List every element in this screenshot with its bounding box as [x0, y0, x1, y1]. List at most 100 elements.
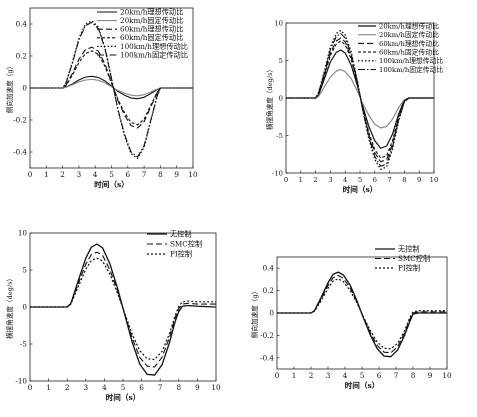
x-tick-label: 2: [309, 371, 314, 380]
x-tick-label: 9: [417, 176, 421, 184]
x-tick-label: 5: [360, 371, 365, 380]
y-tick-label: -10: [15, 377, 27, 386]
x-tick-label: 0: [275, 371, 280, 380]
x-axis-label: 时间（s）: [345, 380, 380, 390]
series-line: [277, 271, 447, 358]
y-tick-label: -0.4: [260, 353, 274, 362]
x-tick-label: 10: [188, 170, 198, 179]
y-tick-label: -5: [20, 340, 27, 349]
x-tick-label: 6: [377, 371, 382, 380]
x-tick-label: 7: [158, 383, 163, 392]
legend-label: 20km/h理想传动比: [379, 21, 439, 30]
y-axis-label: 侧向加速度（g）: [250, 288, 259, 338]
x-tick-label: 9: [428, 371, 433, 380]
x-tick-label: 6: [139, 383, 144, 392]
lateral-acceleration-chart-control: 0 1 2 3 4 5 6 7 8 9 10 -0.4 -0.2 0 0.2 0.4 时间（s） 侧向加速度（g）…: [239, 209, 477, 417]
x-tick-label: 4: [343, 371, 348, 380]
y-tick-label: 0.2: [263, 286, 274, 295]
yaw-rate-chart-control: 0 1 2 3 4 5 6 7 8 9 10 -10 -5 0 5 10 时间（s） 横摆角速度（deg/s） 无控…: [0, 209, 238, 417]
x-tick-label: 6: [373, 176, 377, 184]
x-tick-label: 8: [177, 383, 182, 392]
y-axis-label: 侧向加速度（g）: [5, 63, 14, 113]
y-tick-label: 0: [279, 95, 283, 103]
chart-svg: 0 1 2 3 4 5 6 7 8 9 10 -0.4 -0.2 0 0.2 0.4 时间（s） 侧向加速度（g）…: [5, 7, 198, 189]
series-line: [30, 243, 217, 376]
x-tick-label: 2: [65, 383, 70, 392]
y-tick-label: -0.2: [260, 331, 274, 340]
x-tick-label: 5: [358, 176, 362, 184]
x-tick-label: 4: [343, 176, 347, 184]
y-tick-label: 5: [279, 57, 283, 65]
legend-label: 60km/h理想传动比: [120, 25, 183, 34]
x-tick-label: 7: [394, 371, 399, 380]
y-tick-label: 0: [22, 84, 27, 93]
chart-svg: 0 1 2 3 4 5 6 7 8 9 10 -10 -5 0 5 10 时间（s） 横摆角速度（deg/s） 无控…: [5, 229, 221, 403]
y-tick-label: 10: [274, 20, 283, 28]
series-line: [286, 32, 434, 167]
x-tick-label: 3: [326, 371, 331, 380]
x-tick-label: 10: [211, 383, 221, 392]
legend-label: 20km/h理想传动比: [120, 7, 183, 16]
x-tick-label: 9: [174, 170, 179, 179]
legend-label: 60km/h固定传动比: [120, 33, 183, 42]
y-tick-label: 0.4: [263, 264, 275, 273]
x-tick-label: 1: [292, 371, 297, 380]
y-tick-label: 5: [22, 266, 27, 275]
y-tick-label: 0.2: [16, 52, 27, 61]
legend-label: 100km/h理想传动比: [120, 42, 188, 51]
x-tick-label: 3: [77, 170, 82, 179]
x-tick-label: 4: [93, 170, 98, 179]
legend-label: 无控制: [398, 244, 420, 253]
legend-label: 20km/h固定传动比: [379, 30, 439, 39]
x-axis-label: 时间（s）: [343, 184, 378, 194]
x-tick-label: 5: [121, 383, 126, 392]
legend-label: PI控制: [398, 263, 420, 272]
x-axis-label: 时间（s）: [94, 179, 129, 189]
legend-label: 100km/h固定传动比: [120, 50, 188, 59]
x-tick-label: 1: [44, 170, 49, 179]
x-tick-label: 4: [102, 383, 107, 392]
y-tick-label: -10: [272, 170, 283, 178]
x-tick-label: 9: [195, 383, 200, 392]
chart-svg: 0 1 2 3 4 5 6 7 8 9 10 -0.4 -0.2 0 0.2 0.4 时间（s） 侧向加速度（g）…: [250, 244, 452, 390]
chart-svg: 0 1 2 3 4 5 6 7 8 9 10 -10 -5 0 5 10 时间（s） 横摆角速度（deg/s） 20…: [265, 20, 443, 195]
y-tick-label: 0: [269, 309, 274, 318]
legend-label: 无控制: [170, 229, 192, 238]
legend-label: 100km/h理想传动比: [379, 56, 443, 65]
x-tick-label: 0: [284, 176, 288, 184]
series-line: [286, 68, 434, 129]
yaw-rate-chart-steering-ratio: 0 1 2 3 4 5 6 7 8 9 10 -10 -5 0 5 10 时间（s） 横摆角速度（deg/s） 20…: [239, 0, 477, 208]
lateral-acceleration-chart-steering-ratio: 0 1 2 3 4 5 6 7 8 9 10 -0.4 -0.2 0 0.2 0.4 时间（s） 侧向加速度（g）…: [0, 0, 238, 208]
x-tick-label: 2: [60, 170, 65, 179]
legend-label: 20km/h固定传动比: [120, 16, 183, 25]
series-line: [277, 274, 447, 354]
legend-label: 60km/h固定传动比: [379, 48, 439, 57]
x-tick-label: 2: [313, 176, 317, 184]
legend-label: PI控制: [170, 249, 192, 258]
y-tick-label: -5: [276, 132, 283, 140]
x-tick-label: 10: [430, 176, 439, 184]
x-tick-label: 0: [28, 383, 33, 392]
x-tick-label: 6: [126, 170, 131, 179]
legend-label: 60km/h理想传动比: [379, 39, 439, 48]
x-tick-label: 8: [158, 170, 163, 179]
x-tick-label: 7: [142, 170, 147, 179]
y-tick-label: -0.2: [13, 116, 27, 125]
x-tick-label: 10: [442, 371, 452, 380]
x-tick-label: 7: [387, 176, 391, 184]
legend-label: SMC控制: [398, 254, 430, 263]
x-tick-label: 1: [299, 176, 303, 184]
x-tick-label: 3: [328, 176, 332, 184]
series-line: [30, 251, 216, 368]
x-tick-label: 3: [84, 383, 89, 392]
legend-label: SMC控制: [170, 239, 202, 248]
x-tick-label: 1: [46, 383, 51, 392]
x-axis-label: 时间（s）: [106, 392, 141, 402]
y-tick-label: 0.4: [16, 20, 28, 29]
series-line: [277, 278, 447, 350]
y-axis-label: 横摆角速度（deg/s）: [5, 275, 14, 339]
x-tick-label: 5: [109, 170, 114, 179]
y-tick-label: 0: [22, 303, 27, 312]
legend-label: 100km/h固定传动比: [379, 65, 443, 74]
x-tick-label: 8: [402, 176, 406, 184]
